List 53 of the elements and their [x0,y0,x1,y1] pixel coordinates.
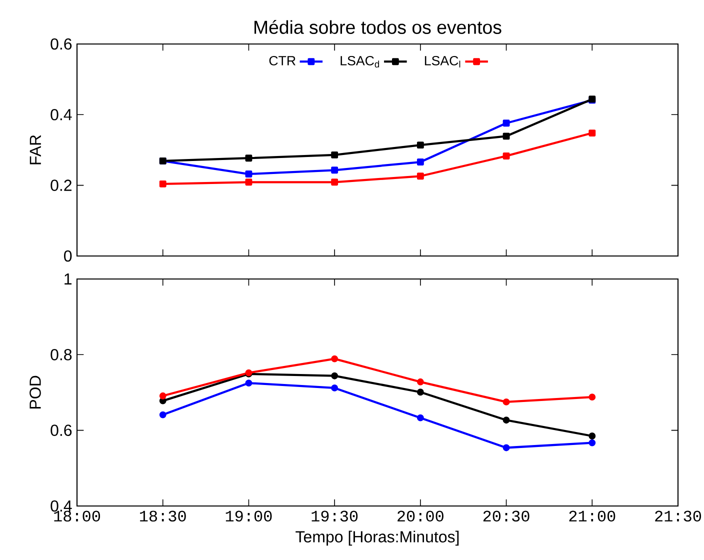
legend-label: CTR [269,56,296,66]
point [502,444,510,452]
y-axis-title: FAR [30,135,41,164]
y-tick-label: 0.4 [50,109,72,120]
point [588,130,596,136]
point [588,439,596,446]
point [331,166,338,174]
y-tick-label: 0.6 [50,38,72,50]
x-tick-label: 21:00 [569,510,616,522]
point [245,154,252,162]
legend-label: LSAC$_{d}$ [340,56,380,68]
point [502,120,510,127]
point [159,397,166,404]
point [159,180,166,188]
point [159,411,166,418]
x-axis-title: Tempo [Horas:Minutos] [296,530,459,546]
point [331,384,338,392]
y-axis-title: POD [30,376,41,409]
y-tick-label: 0 [64,250,72,262]
point [416,172,424,180]
point [245,380,252,387]
x-tick-label: 19:30 [312,510,358,522]
point [588,394,596,400]
x-tick-label: 18:00 [54,510,100,522]
point [502,398,510,406]
point [331,372,338,380]
legend-label: LSAC$_{l}$ [424,56,460,68]
y-tick-label: 0.8 [50,349,72,360]
x-tick-label: 18:30 [140,510,186,522]
point [331,151,338,158]
y-tick-label: 0.6 [50,424,72,436]
point [245,170,252,178]
point [502,152,510,160]
point [502,416,510,424]
point [245,178,252,186]
point [416,414,424,422]
point [416,388,424,396]
x-tick-label: 20:00 [398,510,444,522]
chart-title: Média sobre todos os eventos [254,20,502,34]
point [159,392,166,400]
y-tick-label: 1 [64,274,72,284]
y-tick-label: 0.2 [50,180,72,191]
point [588,432,596,440]
point [416,378,424,386]
x-tick-label: 21:30 [655,510,702,522]
point [416,142,424,149]
point [502,132,510,140]
x-tick-label: 19:00 [226,510,272,522]
x-tick-label: 20:30 [483,510,530,522]
y-tick-label: 0.4 [50,500,72,512]
point [331,178,338,186]
point [331,355,338,362]
point [416,158,424,166]
